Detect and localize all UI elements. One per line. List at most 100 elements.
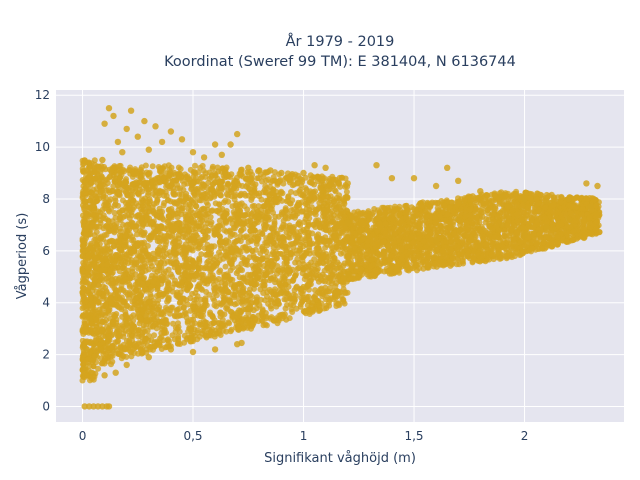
- data-point: [310, 221, 317, 228]
- data-point: [292, 171, 299, 178]
- data-point: [182, 271, 189, 278]
- data-point: [486, 256, 492, 263]
- chart-subtitle: Koordinat (Sweref 99 TM): E 381404, N 61…: [164, 54, 516, 70]
- data-point: [154, 268, 161, 275]
- data-point: [108, 237, 115, 244]
- data-point: [453, 261, 460, 268]
- data-point: [340, 298, 347, 305]
- data-point: [135, 350, 142, 357]
- data-point: [114, 325, 121, 332]
- data-point: [403, 243, 410, 250]
- data-point: [484, 207, 491, 214]
- data-point: [152, 342, 159, 349]
- data-point: [133, 295, 140, 302]
- data-point: [198, 222, 205, 229]
- data-point: [184, 216, 191, 223]
- data-point: [484, 192, 491, 199]
- data-point: [195, 265, 202, 272]
- data-point: [255, 235, 262, 242]
- data-point: [217, 309, 224, 316]
- data-point: [321, 220, 327, 227]
- data-point: [202, 297, 209, 304]
- data-point: [144, 242, 151, 249]
- data-point: [236, 274, 243, 281]
- data-point: [166, 249, 173, 256]
- data-point: [225, 198, 232, 205]
- data-point: [340, 268, 347, 275]
- data-point: [216, 178, 223, 185]
- data-point: [537, 191, 544, 198]
- data-point: [258, 317, 265, 323]
- data-point: [230, 185, 237, 192]
- data-point: [180, 299, 187, 306]
- data-point: [449, 254, 456, 261]
- data-point: [286, 230, 293, 237]
- data-point: [264, 264, 270, 271]
- data-point: [267, 183, 273, 190]
- data-point: [382, 230, 389, 237]
- data-point: [233, 300, 240, 307]
- data-point: [222, 174, 229, 181]
- point-cloud: [79, 157, 603, 384]
- data-point: [222, 245, 228, 252]
- data-point: [203, 199, 210, 206]
- data-point: [343, 193, 350, 200]
- data-point: [300, 308, 307, 315]
- data-point: [184, 174, 191, 181]
- data-point: [422, 208, 429, 215]
- data-point: [154, 238, 161, 245]
- data-point: [260, 282, 267, 289]
- data-point: [132, 271, 139, 278]
- data-point: [327, 266, 334, 273]
- data-point: [459, 258, 466, 265]
- data-point: [218, 301, 225, 308]
- data-point: [99, 255, 105, 261]
- data-point: [81, 304, 88, 311]
- data-point: [95, 164, 102, 171]
- data-point: [102, 166, 109, 173]
- data-point: [192, 225, 199, 232]
- data-point: [343, 188, 350, 195]
- data-point: [216, 238, 223, 245]
- data-point: [253, 241, 260, 247]
- data-point: [217, 267, 224, 274]
- data-point: [239, 254, 246, 261]
- data-point: [119, 325, 126, 332]
- data-point: [301, 194, 308, 201]
- data-point: [241, 190, 248, 197]
- data-point: [257, 286, 264, 293]
- data-point: [492, 205, 499, 212]
- data-point: [277, 250, 284, 257]
- data-point: [330, 176, 337, 183]
- data-point: [141, 274, 148, 281]
- data-point: [153, 199, 160, 206]
- data-point: [387, 258, 393, 265]
- data-point: [291, 287, 298, 294]
- data-point: [112, 195, 119, 202]
- data-point: [231, 294, 238, 301]
- data-point: [200, 167, 207, 174]
- data-point: [316, 204, 323, 211]
- data-point: [190, 220, 197, 227]
- data-point: [156, 339, 163, 346]
- data-point: [200, 181, 207, 188]
- data-point: [128, 353, 135, 360]
- data-point: [271, 218, 278, 225]
- data-point: [248, 213, 255, 220]
- data-point: [489, 239, 496, 246]
- data-point: [593, 219, 600, 226]
- data-point: [449, 261, 455, 268]
- data-point: [125, 267, 132, 274]
- data-point: [149, 308, 156, 315]
- data-point: [207, 272, 214, 279]
- data-point: [244, 206, 251, 213]
- data-point: [478, 206, 485, 213]
- data-point: [123, 353, 130, 360]
- data-point: [102, 245, 109, 252]
- data-point: [282, 305, 289, 312]
- data-point: [91, 157, 98, 164]
- data-point: [569, 237, 576, 244]
- data-point: [205, 179, 212, 186]
- data-point: [227, 216, 234, 223]
- data-point: [268, 196, 275, 203]
